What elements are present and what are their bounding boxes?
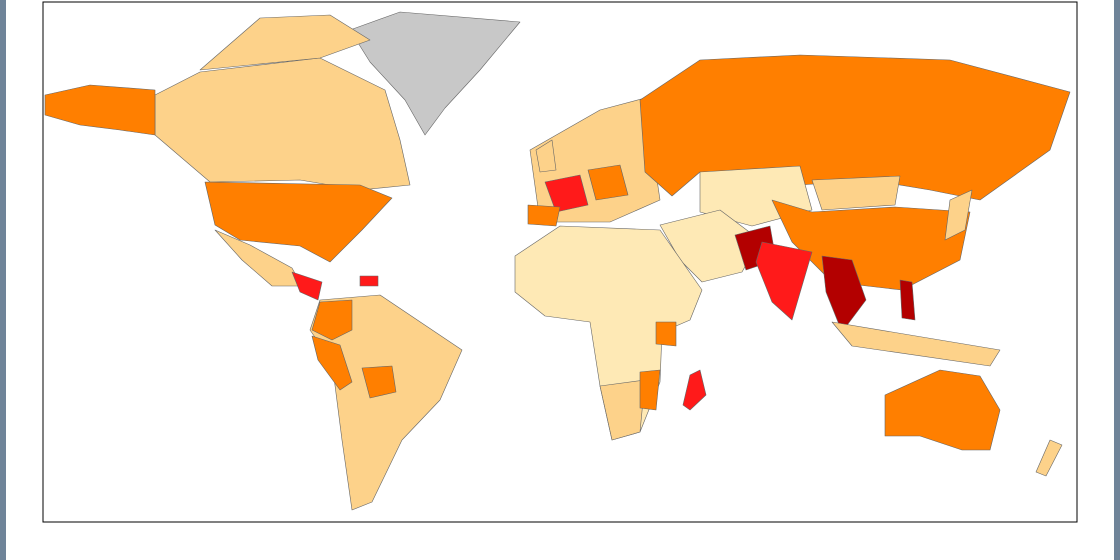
spain bbox=[527, 204, 561, 227]
new-zealand bbox=[1035, 439, 1063, 477]
countries bbox=[44, 11, 1071, 511]
canada-islands bbox=[199, 14, 371, 71]
central-europe bbox=[587, 164, 629, 201]
indonesia bbox=[831, 321, 1001, 367]
left-border bbox=[0, 0, 6, 560]
alaska bbox=[44, 84, 156, 136]
right-border bbox=[1114, 0, 1120, 560]
southern-africa bbox=[599, 379, 646, 441]
india bbox=[755, 241, 813, 321]
philippines bbox=[899, 279, 916, 321]
madagascar bbox=[682, 369, 707, 411]
central-america bbox=[291, 271, 323, 301]
caribbean bbox=[359, 275, 379, 287]
southeast-asia bbox=[821, 255, 867, 333]
peru bbox=[311, 335, 353, 391]
mongolia bbox=[811, 175, 901, 211]
australia bbox=[884, 369, 1001, 451]
canada bbox=[154, 57, 411, 191]
bolivia bbox=[361, 365, 397, 399]
kenya bbox=[655, 321, 677, 347]
uk bbox=[535, 139, 557, 173]
usa bbox=[204, 181, 393, 263]
france bbox=[544, 174, 589, 213]
greenland bbox=[349, 11, 521, 136]
colombia bbox=[311, 299, 353, 341]
japan bbox=[944, 189, 973, 241]
russia bbox=[639, 54, 1071, 201]
mozambique bbox=[639, 369, 661, 411]
